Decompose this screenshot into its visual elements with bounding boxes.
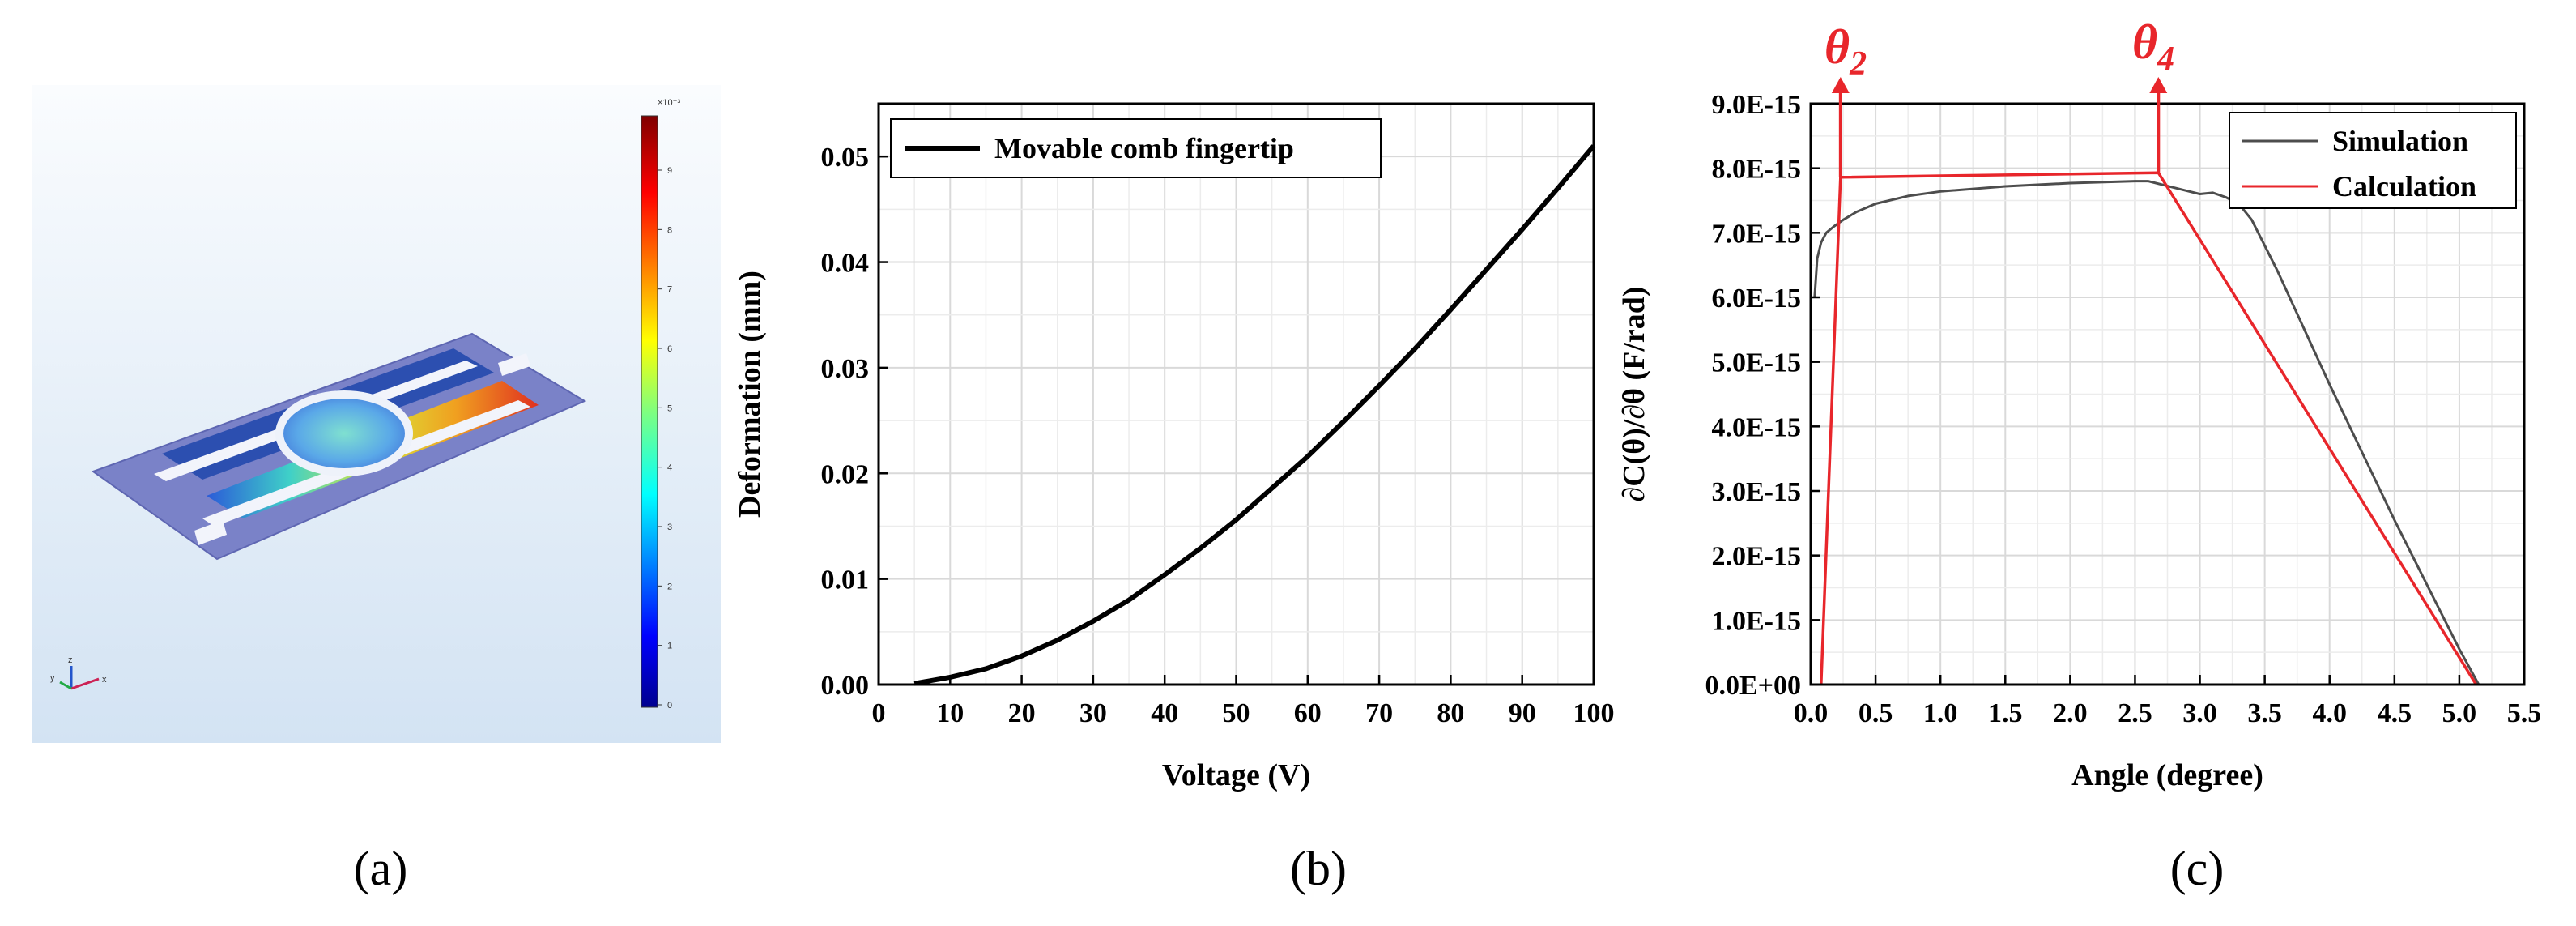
- series-line-calculation: [1820, 171, 2478, 685]
- colorbar: ×10⁻³ 9 8 7 6 5 4 3 2 1 0: [641, 98, 680, 711]
- coordinate-triad: z x y: [50, 655, 107, 690]
- x-tick-label: 2.0: [2053, 698, 2088, 728]
- y-tick-label: 2.0E-15: [1712, 542, 1802, 572]
- triad-x-label: x: [102, 675, 107, 685]
- y-tick-label: 6.0E-15: [1712, 284, 1802, 314]
- theta-4-arrow-head: [2149, 77, 2168, 93]
- colorbar-ticks: 9 8 7 6 5 4 3 2 1 0: [658, 166, 672, 711]
- theta-2-label: θ2: [1824, 20, 1867, 83]
- colorbar-tick-label: 7: [667, 285, 672, 295]
- x-tick-label: 0: [872, 698, 886, 728]
- x-tick-label: 30: [1079, 698, 1107, 728]
- x-tick-label: 100: [1573, 698, 1615, 728]
- colorbar-exponent: ×10⁻³: [658, 98, 680, 108]
- x-tick-label: 80: [1437, 698, 1464, 728]
- legend-label-simulation: Simulation: [2332, 125, 2468, 157]
- y-tick-label: 0.00: [821, 671, 870, 701]
- y-tick-label: 0.04: [821, 249, 870, 279]
- y-tick-label: 0.02: [821, 459, 870, 489]
- series-line-simulation: [1813, 180, 2480, 685]
- x-tick-label: 1.0: [1923, 698, 1958, 728]
- x-tick-label: 20: [1008, 698, 1036, 728]
- x-tick-label: 50: [1223, 698, 1250, 728]
- y-axis-label: ∂C(θ)/∂θ (F/rad): [1617, 286, 1651, 501]
- mems-device-model: [91, 332, 587, 561]
- anchor-left: [194, 520, 227, 545]
- x-tick-label: 3.0: [2182, 698, 2217, 728]
- y-tick-label: 0.03: [821, 354, 870, 384]
- x-axis-label: Angle (degree): [2071, 758, 2263, 792]
- colorbar-tick-label: 8: [667, 225, 672, 235]
- theta-4-label: θ4: [2132, 15, 2174, 78]
- x-tick-label: 60: [1294, 698, 1322, 728]
- y-tick-label: 7.0E-15: [1712, 219, 1802, 249]
- legend-label-calculation: Calculation: [2332, 170, 2476, 203]
- y-tick-label: 0.01: [821, 565, 870, 595]
- y-tick-label: 0.0E+00: [1705, 671, 1801, 701]
- x-tick-label: 1.5: [1988, 698, 2023, 728]
- y-tick-label: 5.0E-15: [1712, 348, 1802, 378]
- x-tick-label: 3.5: [2247, 698, 2282, 728]
- plot-frame: [1809, 102, 2526, 686]
- x-tick-label: 5.0: [2442, 698, 2477, 728]
- series-line-movable-comb-fingertip: [913, 144, 1596, 686]
- y-tick-label: 1.0E-15: [1712, 606, 1802, 636]
- x-tick-label: 5.5: [2507, 698, 2542, 728]
- x-tick-label: 0.5: [1859, 698, 1893, 728]
- x-axis-label: Voltage (V): [1162, 758, 1310, 792]
- colorbar-tick-label: 6: [667, 344, 672, 354]
- theta-2-arrow-head: [1831, 77, 1850, 93]
- panel-c-chart: 0.0 0.5 1.0 1.5 2.0 2.5 3.0 3.5 4.0 4.5 5.0 5.5 0.0E…: [1617, 77, 2541, 792]
- x-tick-label: 4.0: [2312, 698, 2347, 728]
- panel-b-chart: 0 10 20 30 40 50 60 70 80 90 100 0.00 0.01 0.02 0.03 0.…: [733, 102, 1615, 792]
- colorbar-tick-label: 9: [667, 166, 672, 176]
- y-tick-label: 4.0E-15: [1712, 412, 1802, 442]
- colorbar-tick-label: 3: [667, 523, 672, 532]
- panel-a: z x y ×10⁻³ 9 8 7 6 5 4 3 2 1 0 (a): [32, 85, 721, 895]
- y-tick-label: 0.05: [821, 143, 870, 173]
- panel-a-label: (a): [354, 842, 408, 895]
- colorbar-gradient: [641, 115, 658, 708]
- y-axis-label: Deformation (mm): [733, 271, 767, 518]
- panel-b-label: (b): [1290, 842, 1347, 895]
- theta-4-annotation: θ4: [2132, 15, 2174, 78]
- legend-box: [2229, 112, 2517, 209]
- x-tick-label: 90: [1509, 698, 1536, 728]
- y-tick-label: 9.0E-15: [1712, 90, 1802, 120]
- y-tick-label: 3.0E-15: [1712, 477, 1802, 507]
- legend-label: Movable comb fingertip: [994, 132, 1294, 164]
- x-tick-label: 40: [1151, 698, 1178, 728]
- colorbar-tick-label: 1: [667, 642, 672, 651]
- panel-c-label: (c): [2170, 842, 2225, 895]
- central-disc: [275, 390, 413, 476]
- triad-z-label: z: [68, 655, 73, 665]
- x-tick-label: 70: [1365, 698, 1393, 728]
- colorbar-tick-label: 0: [667, 701, 672, 711]
- colorbar-tick-label: 4: [667, 463, 672, 473]
- colorbar-tick-label: 2: [667, 582, 672, 591]
- y-tick-label: 8.0E-15: [1712, 155, 1802, 185]
- x-tick-label: 0.0: [1794, 698, 1829, 728]
- colorbar-tick-label: 5: [667, 403, 672, 413]
- x-tick-label: 2.5: [2118, 698, 2152, 728]
- x-tick-label: 4.5: [2378, 698, 2412, 728]
- triad-y-label: y: [50, 673, 55, 683]
- anchor-right: [498, 353, 530, 376]
- theta-2-annotation: θ2: [1824, 20, 1867, 83]
- x-tick-label: 10: [936, 698, 964, 728]
